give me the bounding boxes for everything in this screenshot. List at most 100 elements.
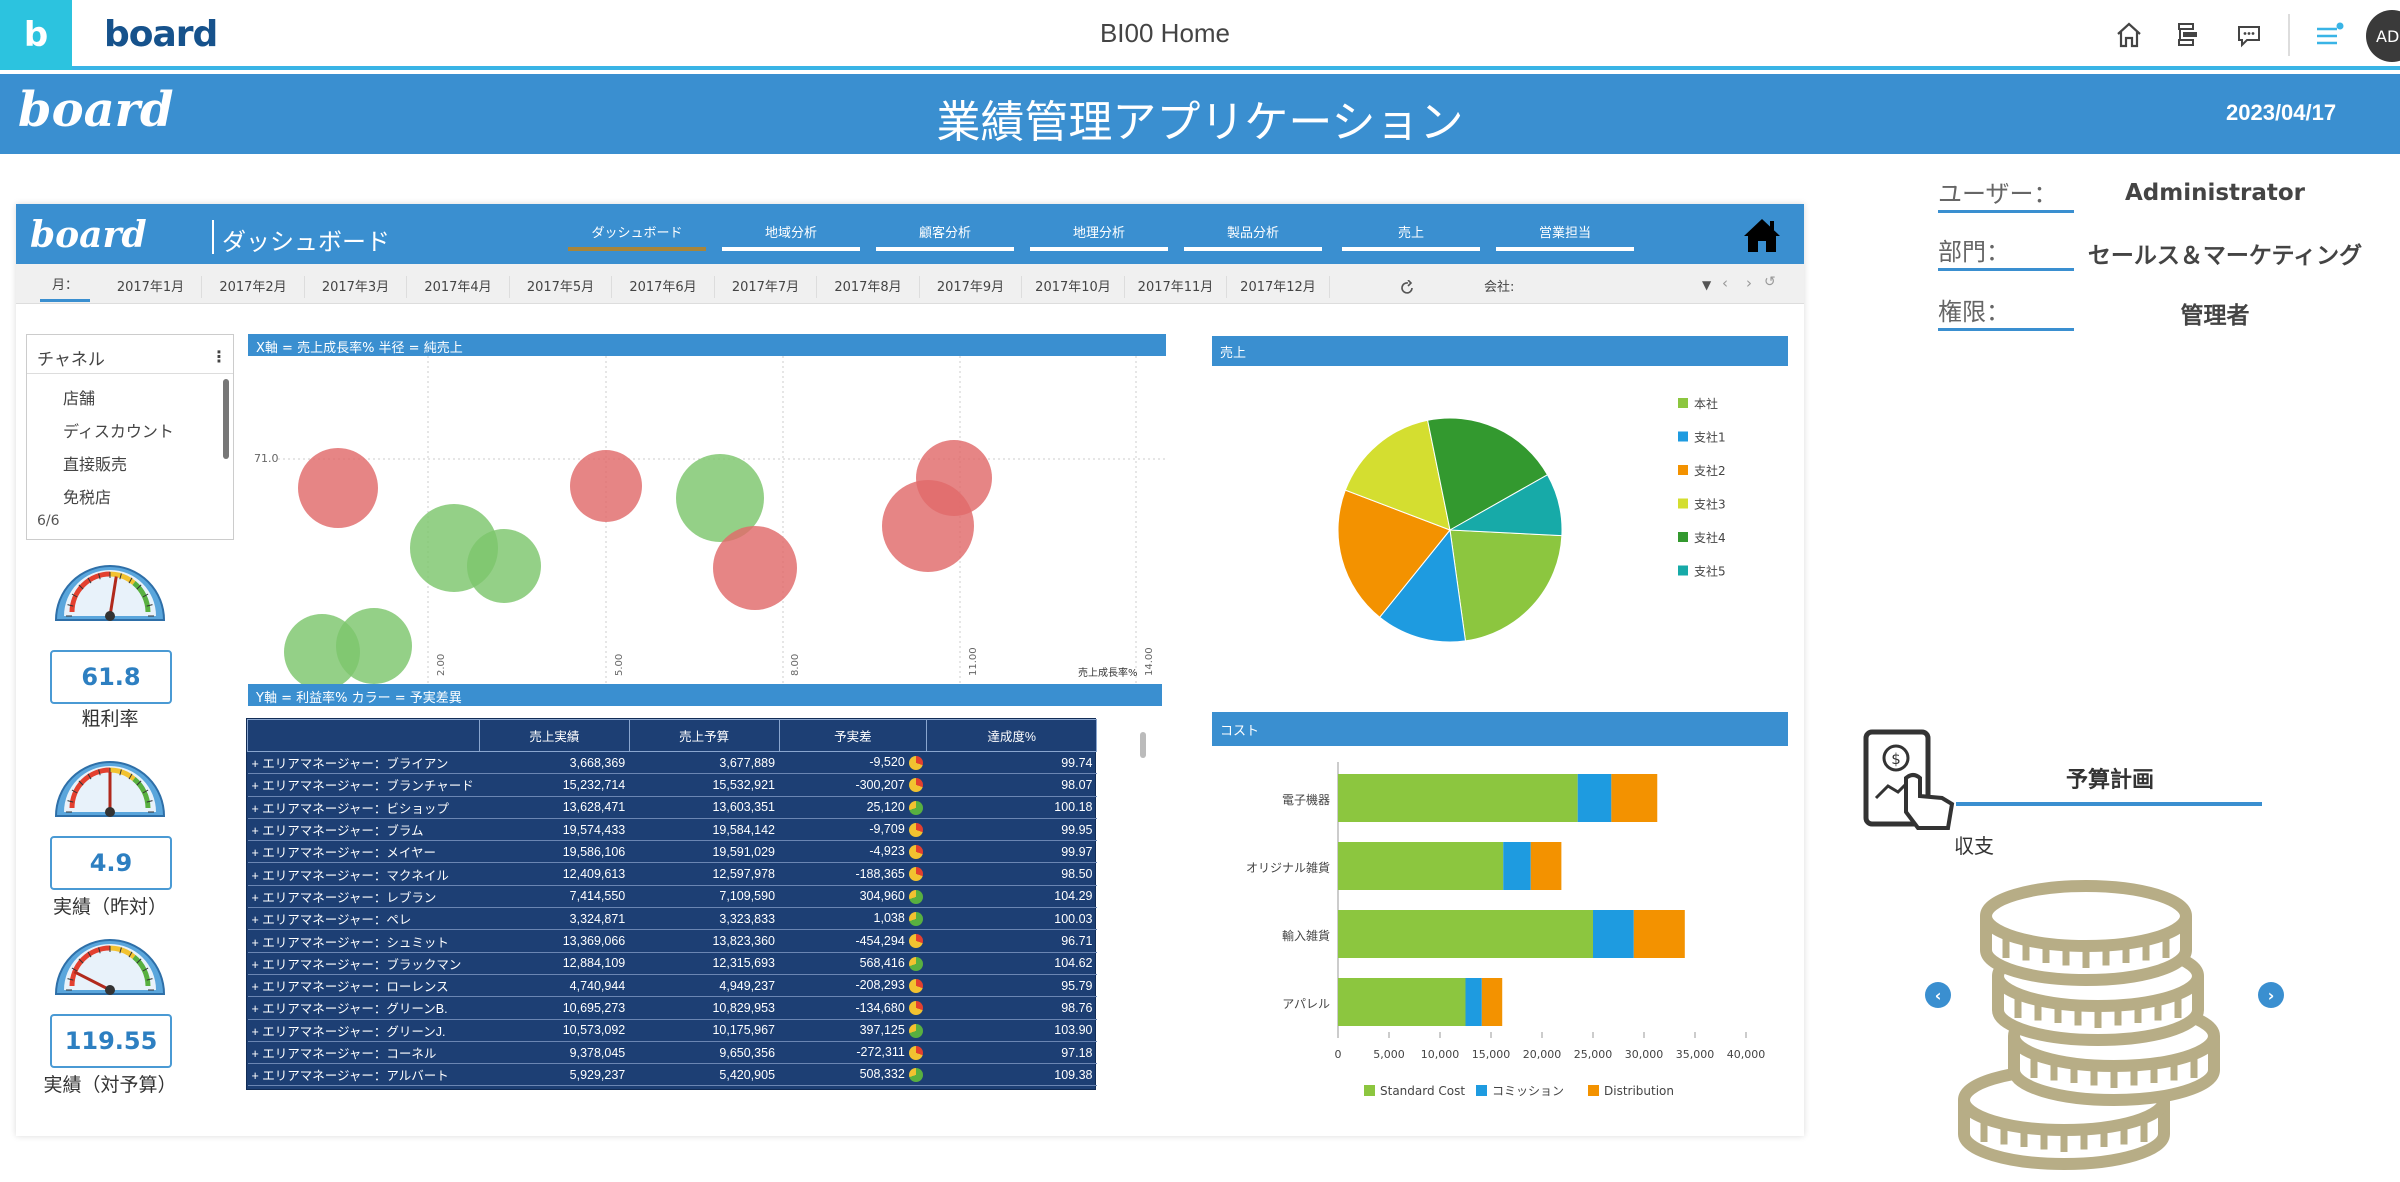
tab-1[interactable]: ダッシュボード — [568, 222, 706, 251]
bubble-point[interactable] — [916, 440, 992, 516]
table-row[interactable]: + エリアマネージャー：シュミット 13,369,066 13,823,360 -45… — [247, 929, 1097, 953]
table-cell: + エリアマネージャー：ビショップ — [247, 796, 480, 819]
prev-arrow-icon[interactable]: ‹ — [1722, 274, 1728, 292]
month-item[interactable]: 2017年3月 — [305, 276, 407, 298]
bubble-point[interactable] — [570, 450, 642, 522]
bar-segment[interactable] — [1633, 910, 1685, 958]
bar-segment[interactable] — [1338, 978, 1466, 1026]
pie-slice[interactable] — [1379, 528, 1467, 643]
tab-2[interactable]: 地域分析 — [722, 222, 860, 251]
table-row[interactable]: + エリアマネージャー：ブラックマン 12,884,109 12,315,693 56… — [247, 952, 1097, 975]
next-arrow-icon[interactable]: › — [1746, 274, 1752, 292]
pie-slice[interactable] — [1427, 417, 1549, 531]
budget-tablet-icon[interactable]: $ — [1862, 728, 1958, 838]
bar-legend-item[interactable]: Standard Cost — [1380, 1084, 1465, 1098]
company-dropdown-icon[interactable]: ▼ — [1702, 278, 1712, 292]
month-item[interactable]: 2017年11月 — [1125, 276, 1227, 298]
pie-legend-item[interactable]: 支社4 — [1694, 530, 1726, 545]
tree-icon[interactable] — [2170, 16, 2208, 54]
tab-7[interactable]: 営業担当 — [1496, 222, 1634, 251]
tab-4[interactable]: 地理分析 — [1030, 222, 1168, 251]
bar-legend-item[interactable]: Distribution — [1604, 1084, 1674, 1098]
bar-segment[interactable] — [1530, 842, 1562, 890]
table-row[interactable]: + エリアマネージャー：ブラム 19,574,433 19,584,142 -9,70… — [247, 818, 1097, 842]
bar-segment[interactable] — [1481, 978, 1503, 1026]
channel-item[interactable]: 免税店 — [63, 488, 112, 507]
bubble-x-axis-label: 売上成長率% — [1078, 666, 1138, 679]
channel-item[interactable]: ディスカウント — [63, 422, 174, 441]
bar-legend-item[interactable]: コミッション — [1492, 1084, 1564, 1098]
pie-slice[interactable] — [1337, 489, 1451, 618]
bar-segment[interactable] — [1611, 774, 1658, 822]
table-row[interactable]: + エリアマネージャー：グリーンB. 10,695,273 10,829,953 -1… — [247, 996, 1097, 1020]
tab-5[interactable]: 製品分析 — [1184, 222, 1322, 251]
menu-icon[interactable] — [2310, 16, 2348, 54]
bubble-point[interactable] — [713, 526, 797, 610]
table-row[interactable]: + エリアマネージャー：マクネイル 12,409,613 12,597,978 -18… — [247, 862, 1097, 886]
month-item[interactable]: 2017年8月 — [818, 276, 920, 298]
bar-segment[interactable] — [1577, 774, 1612, 822]
bar-segment[interactable] — [1593, 910, 1634, 958]
avatar[interactable]: AD — [2366, 10, 2400, 62]
bar-segment[interactable] — [1338, 910, 1593, 958]
tab-3[interactable]: 顧客分析 — [876, 222, 1014, 251]
bubble-point[interactable] — [298, 448, 378, 528]
bar-segment[interactable] — [1338, 774, 1578, 822]
month-item[interactable]: 2017年10月 — [1023, 276, 1125, 298]
channel-item[interactable]: 直接販売 — [63, 455, 128, 474]
next-slide-button[interactable]: › — [2258, 982, 2284, 1008]
prev-slide-button[interactable]: ‹ — [1925, 982, 1951, 1008]
board-app-logo[interactable]: b — [0, 0, 72, 70]
channel-menu-icon[interactable]: ⋮ — [211, 347, 227, 366]
table-row[interactable]: + エリアマネージャー：グリーンJ. 10,573,092 10,175,967 39… — [247, 1019, 1097, 1042]
month-item[interactable]: 2017年9月 — [920, 276, 1022, 298]
cell-text: 10,695,273 — [562, 1000, 626, 1015]
month-item[interactable]: 2017年5月 — [510, 276, 612, 298]
table-row[interactable]: + エリアマネージャー：ビショップ 13,628,471 13,603,351 25,… — [247, 796, 1097, 819]
table-row[interactable]: + エリアマネージャー：ブライアン 3,668,369 3,677,889 -9,52… — [247, 751, 1097, 775]
cell-text: 103.90 — [1054, 1023, 1093, 1038]
month-item[interactable]: 2017年6月 — [613, 276, 715, 298]
refresh-icon[interactable] — [1400, 279, 1416, 300]
table-row[interactable]: + エリアマネージャー：ペレ 3,324,871 3,323,833 1,038 100… — [247, 907, 1097, 931]
pie-slice[interactable] — [1448, 474, 1563, 537]
table-row[interactable]: + エリアマネージャー：コーネル 9,378,045 9,650,356 -272,3… — [247, 1041, 1097, 1065]
bubble-point[interactable] — [676, 454, 764, 542]
pie-legend-item[interactable]: 支社3 — [1694, 497, 1726, 512]
channel-scrollbar[interactable] — [223, 379, 229, 459]
dashboard-home-icon[interactable] — [1742, 216, 1782, 258]
table-row[interactable]: + エリアマネージャー：アルバート 5,929,237 5,420,905 508,3… — [247, 1063, 1097, 1087]
bubble-point[interactable] — [336, 608, 412, 684]
month-item[interactable]: 2017年7月 — [715, 276, 817, 298]
bar-segment[interactable] — [1338, 842, 1504, 890]
bar-segment[interactable] — [1503, 842, 1531, 890]
month-item[interactable]: 2017年12月 — [1228, 276, 1330, 298]
pie-legend-item[interactable]: 支社1 — [1694, 430, 1726, 445]
pie-legend-item[interactable]: 支社5 — [1694, 564, 1726, 579]
channel-item[interactable]: 店舗 — [63, 389, 96, 408]
table-column-header[interactable]: 売上実績 — [478, 719, 630, 752]
month-item[interactable]: 2017年1月 — [100, 276, 202, 298]
reset-icon[interactable]: ↺ — [1764, 274, 1776, 290]
table-row[interactable]: + エリアマネージャー：メイヤー 19,586,106 19,591,029 -4,9… — [247, 840, 1097, 864]
chat-icon[interactable] — [2230, 16, 2268, 54]
table-column-header[interactable] — [247, 719, 480, 752]
home-icon[interactable] — [2110, 16, 2148, 54]
table-row[interactable]: + エリアマネージャー：ローレンス 4,740,944 4,949,237 -208,… — [247, 974, 1097, 998]
month-item[interactable]: 2017年2月 — [203, 276, 305, 298]
tab-6[interactable]: 売上 — [1342, 222, 1480, 251]
cell-text: + エリアマネージャー：ペレ — [251, 913, 412, 928]
pie-legend-item[interactable]: 本社 — [1694, 396, 1718, 411]
bar-segment[interactable] — [1465, 978, 1482, 1026]
bubble-point[interactable] — [467, 529, 541, 603]
pie-slice[interactable] — [1344, 419, 1451, 531]
month-item[interactable]: 2017年4月 — [408, 276, 510, 298]
table-column-header[interactable]: 予実差 — [778, 719, 928, 752]
table-column-header[interactable]: 達成度% — [926, 719, 1097, 752]
pie-slice[interactable] — [1449, 529, 1563, 642]
table-row[interactable]: + エリアマネージャー：レブラン 7,414,550 7,109,590 304,96… — [247, 885, 1097, 909]
table-scrollbar[interactable] — [1140, 732, 1146, 758]
table-row[interactable]: + エリアマネージャー：ブランチャード 15,232,714 15,532,921 -… — [247, 773, 1097, 797]
pie-legend-item[interactable]: 支社2 — [1694, 463, 1726, 478]
table-column-header[interactable]: 売上予算 — [628, 719, 780, 752]
